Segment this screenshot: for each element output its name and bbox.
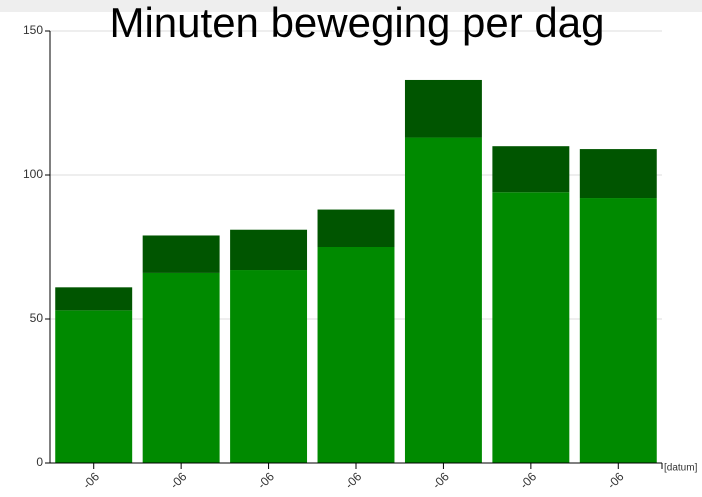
bar-segment (55, 287, 133, 311)
bar-segment (579, 149, 657, 199)
bar-segment (317, 209, 395, 247)
x-tick-label: -06 (255, 469, 277, 491)
y-tick-label: 150 (23, 23, 43, 37)
bar-segment (579, 198, 657, 464)
bar-segment (492, 192, 570, 463)
bar-segment (230, 270, 308, 463)
bar-segment (404, 137, 482, 463)
axes (45, 30, 663, 469)
y-tick-label: 50 (30, 311, 44, 325)
chart-title: Minuten beweging per dag (109, 0, 604, 46)
y-tick-label: 0 (36, 455, 43, 469)
x-tick-label: -06 (342, 469, 364, 491)
x-tick-label: -06 (604, 469, 626, 491)
x-tick-label: -06 (430, 469, 452, 491)
x-tick-label: -06 (167, 469, 189, 491)
bar-segment (142, 235, 220, 273)
bars (55, 79, 657, 464)
x-axis-label: [datum] (664, 463, 698, 474)
bar-segment (230, 229, 308, 271)
top-strip (0, 0, 702, 12)
bar-segment (55, 310, 133, 463)
x-tick-label: -06 (517, 469, 539, 491)
bar-segment (492, 146, 570, 193)
x-tick-label: -06 (80, 469, 102, 491)
bar-segment (404, 79, 482, 138)
y-tick-label: 100 (23, 167, 43, 181)
bar-segment (317, 247, 395, 463)
bar-segment (142, 272, 220, 463)
